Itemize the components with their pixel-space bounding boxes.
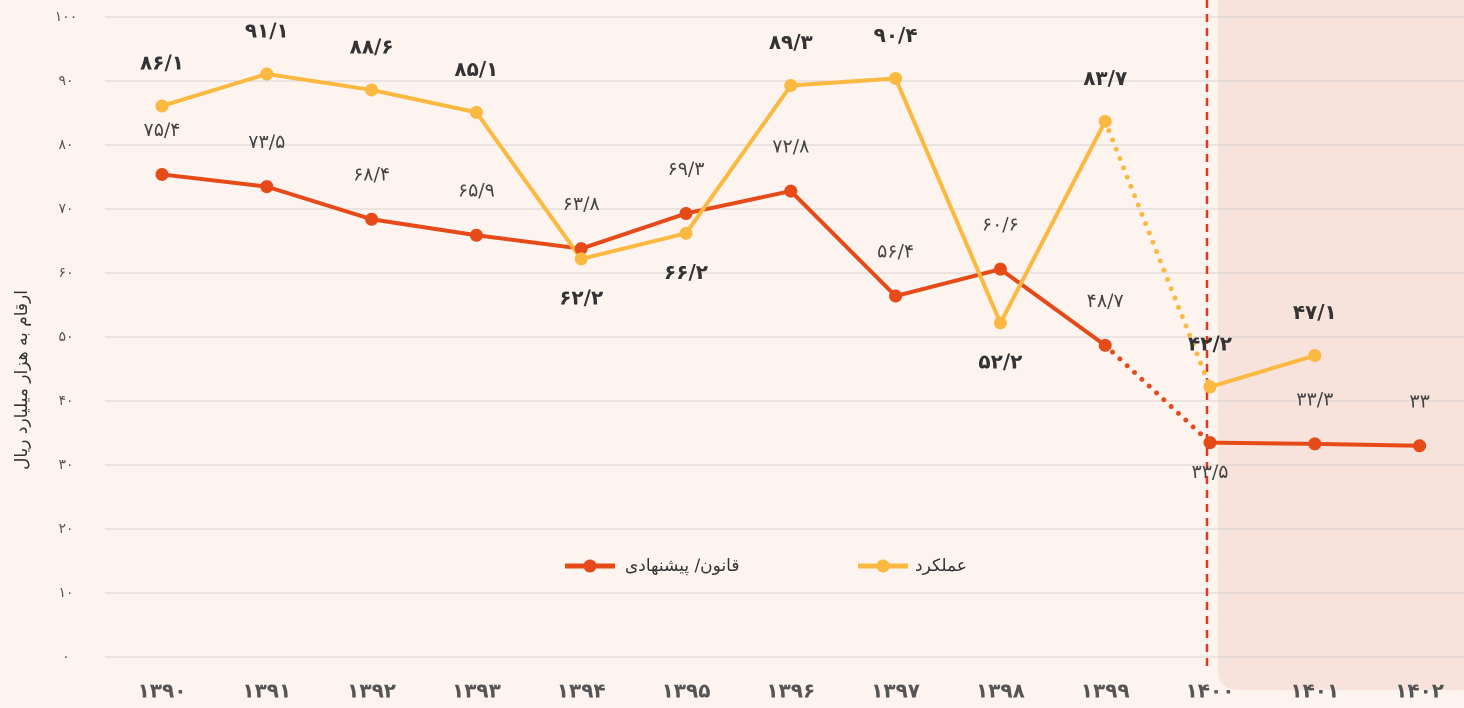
y-tick-label: ۳۰ xyxy=(58,457,73,473)
x-tick-label: ۱۳۹۹ xyxy=(1081,679,1130,703)
legend-label: عملکرد xyxy=(915,556,967,576)
value-label: ۶۰/۶ xyxy=(982,214,1019,236)
y-tick-label: ۱۰۰ xyxy=(55,9,78,25)
value-label: ۶۳/۸ xyxy=(563,193,600,215)
projection-area xyxy=(1218,0,1464,690)
point xyxy=(260,67,273,80)
x-tick-label: ۱۳۹۷ xyxy=(871,679,920,703)
point xyxy=(575,252,588,265)
point xyxy=(470,106,483,119)
chart: ارقام به هزار میلیارد ریال ۰ ۱۰ ۲۰ ۳۰ ۴۰ ۵۰ ۶۰… xyxy=(0,0,1464,708)
point xyxy=(1204,436,1217,449)
point xyxy=(1308,349,1321,362)
value-label: ۹۰/۴ xyxy=(874,23,918,47)
value-label: ۵۲/۲ xyxy=(978,349,1022,373)
point xyxy=(680,227,693,240)
point xyxy=(994,263,1007,276)
point xyxy=(260,180,273,193)
point xyxy=(156,168,169,181)
y-tick-label: ۵۰ xyxy=(58,329,73,345)
point xyxy=(1099,115,1112,128)
y-tick-label: ۶۰ xyxy=(58,265,73,281)
value-label: ۹۱/۱ xyxy=(245,18,289,42)
value-label: ۶۵/۹ xyxy=(458,180,495,202)
point xyxy=(1413,439,1426,452)
value-label: ۵۶/۴ xyxy=(877,241,914,263)
value-label: ۶۸/۴ xyxy=(353,164,390,186)
y-tick-label: ۹۰ xyxy=(58,73,73,89)
point xyxy=(1099,339,1112,352)
series-line xyxy=(162,174,1105,345)
x-tick-label: ۱۳۹۰ xyxy=(138,679,187,703)
value-label: ۸۶/۱ xyxy=(140,50,184,74)
value-label: ۶۶/۲ xyxy=(664,260,708,284)
point xyxy=(156,99,169,112)
y-tick-label: ۷۰ xyxy=(58,201,73,217)
legend-label: قانون/ پیشنهادی xyxy=(625,556,739,576)
value-label: ۴۸/۷ xyxy=(1087,290,1124,312)
x-tick-label: ۱۳۹۲ xyxy=(347,679,396,703)
value-label: ۶۲/۲ xyxy=(559,285,603,309)
point xyxy=(680,207,693,220)
x-tick-label: ۱۳۹۱ xyxy=(242,679,291,703)
value-label: ۷۲/۸ xyxy=(772,136,809,158)
value-label: ۸۹/۳ xyxy=(769,30,813,54)
x-tick-label: ۱۴۰۱ xyxy=(1290,679,1339,703)
x-tick-label: ۱۴۰۲ xyxy=(1395,679,1444,703)
value-label: ۴۲/۲ xyxy=(1188,331,1232,355)
x-tick-label: ۱۳۹۵ xyxy=(662,679,711,703)
y-tick-label: ۴۰ xyxy=(58,393,73,409)
point xyxy=(994,316,1007,329)
point xyxy=(1204,380,1217,393)
value-label: ۳۳ xyxy=(1409,390,1429,412)
y-tick-label: ۰ xyxy=(62,649,70,665)
point xyxy=(784,185,797,198)
value-label: ۳۳/۳ xyxy=(1296,388,1333,410)
value-label: ۸۳/۷ xyxy=(1083,66,1127,90)
x-tick-label: ۱۳۹۴ xyxy=(557,679,606,703)
value-label: ۷۵/۴ xyxy=(143,119,180,141)
y-tick-label: ۸۰ xyxy=(58,137,73,153)
point xyxy=(470,229,483,242)
projection-line xyxy=(1105,345,1210,442)
value-label: ۶۹/۳ xyxy=(667,158,704,180)
value-label: ۷۳/۵ xyxy=(248,131,285,153)
value-label: ۴۷/۱ xyxy=(1293,300,1337,324)
point xyxy=(1308,437,1321,450)
value-label: ۳۳/۵ xyxy=(1191,461,1228,483)
x-tick-label: ۱۴۰۰ xyxy=(1186,679,1235,703)
x-tick-label: ۱۳۹۸ xyxy=(976,679,1025,703)
y-axis-label: ارقام به هزار میلیارد ریال xyxy=(12,290,32,470)
point xyxy=(889,290,902,303)
legend-marker xyxy=(877,560,890,573)
point xyxy=(889,72,902,85)
x-tick-label: ۱۳۹۳ xyxy=(452,679,501,703)
y-tick-label: ۲۰ xyxy=(58,521,73,537)
value-label: ۸۵/۱ xyxy=(454,57,498,81)
value-label: ۸۸/۶ xyxy=(350,34,394,58)
point xyxy=(365,83,378,96)
point xyxy=(784,79,797,92)
x-tick-label: ۱۳۹۶ xyxy=(766,679,815,703)
point xyxy=(365,213,378,226)
y-tick-label: ۱۰ xyxy=(58,585,73,601)
legend-marker xyxy=(584,560,597,573)
